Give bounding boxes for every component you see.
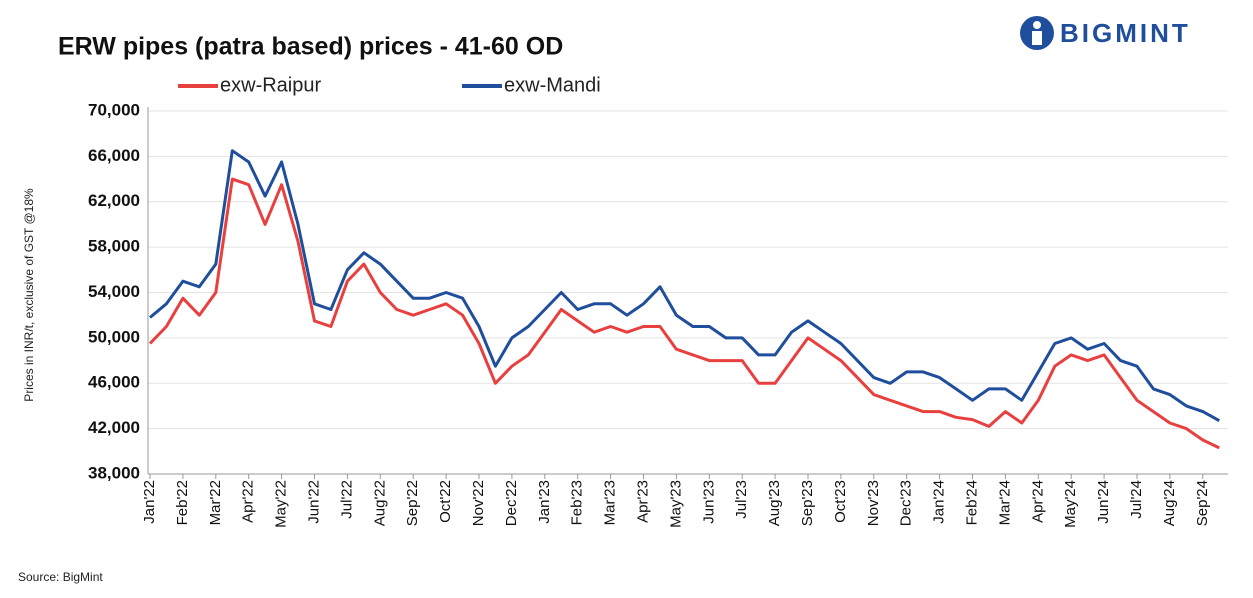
x-tick-label: Jan'22 (141, 480, 158, 524)
logo-icon-head (1033, 21, 1041, 29)
x-tick-label: Apr'23 (634, 480, 651, 523)
logo-text: BIGMINT (1060, 18, 1191, 48)
x-tick-label: Jul'22 (338, 480, 355, 519)
chart-title: ERW pipes (patra based) prices - 41-60 O… (58, 33, 563, 61)
y-tick-label: 58,000 (88, 237, 140, 256)
x-tick-label: Feb'24 (963, 480, 980, 525)
y-tick-label: 50,000 (88, 327, 140, 346)
logo: BIGMINT (1020, 16, 1191, 50)
x-tick-label: Apr'22 (240, 480, 257, 523)
x-tick-label: Aug'22 (371, 480, 388, 526)
x-tick-label: Dec'23 (898, 480, 915, 526)
legend-label: exw-Mandi (504, 74, 601, 96)
x-tick-label: Sep'22 (404, 480, 421, 526)
x-tick-label: Aug'23 (766, 480, 783, 526)
source: Source: BigMint (18, 570, 103, 584)
x-tick-label: Oct'23 (832, 480, 849, 523)
logo-icon-body (1032, 31, 1042, 45)
y-axis-title: Prices in INR/t, exclusive of GST @18% (22, 188, 36, 402)
x-tick-label: Feb'22 (174, 480, 191, 525)
y-tick-label: 42,000 (88, 418, 140, 437)
x-tick-label: Sep'23 (799, 480, 816, 526)
x-tick-label: May'23 (667, 480, 684, 528)
line-series (149, 149, 1221, 423)
y-tick-label: 46,000 (88, 373, 140, 392)
y-tick-label: 66,000 (88, 146, 140, 165)
x-tick-label: Jun'24 (1095, 480, 1112, 524)
x-tick-label: Jul'23 (733, 480, 750, 519)
x-tick-label: Apr'24 (1029, 480, 1046, 523)
x-tick-label: Nov'23 (865, 480, 882, 526)
x-tick-label: Mar'22 (207, 480, 224, 525)
x-tick-label: Dec'22 (503, 480, 520, 526)
x-tick-label: Oct'22 (437, 480, 454, 523)
y-tick-label: 54,000 (88, 282, 140, 301)
line-series (148, 177, 1220, 450)
x-tick-label: Nov'22 (470, 480, 487, 526)
x-tick-label: Jun'23 (700, 480, 717, 524)
x-tick-label: Mar'23 (602, 480, 619, 525)
x-tick-label: Mar'24 (996, 480, 1013, 525)
x-tick-label: Feb'23 (569, 480, 586, 525)
legend-label: exw-Raipur (220, 74, 321, 96)
x-tick-label: Sep'24 (1194, 480, 1211, 526)
x-tick-label: May'22 (273, 480, 290, 528)
x-tick-label: Aug'24 (1161, 480, 1178, 526)
y-tick-label: 38,000 (88, 463, 140, 482)
x-tick-label: Jul'24 (1128, 480, 1145, 519)
x-tick-label: Jan'24 (931, 480, 948, 524)
x-tick-label: Jan'23 (536, 480, 553, 524)
x-tick-label: Jun'22 (305, 480, 322, 524)
x-tick-label: May'24 (1062, 480, 1079, 528)
y-tick-label: 62,000 (88, 191, 140, 210)
y-tick-label: 70,000 (88, 100, 140, 119)
